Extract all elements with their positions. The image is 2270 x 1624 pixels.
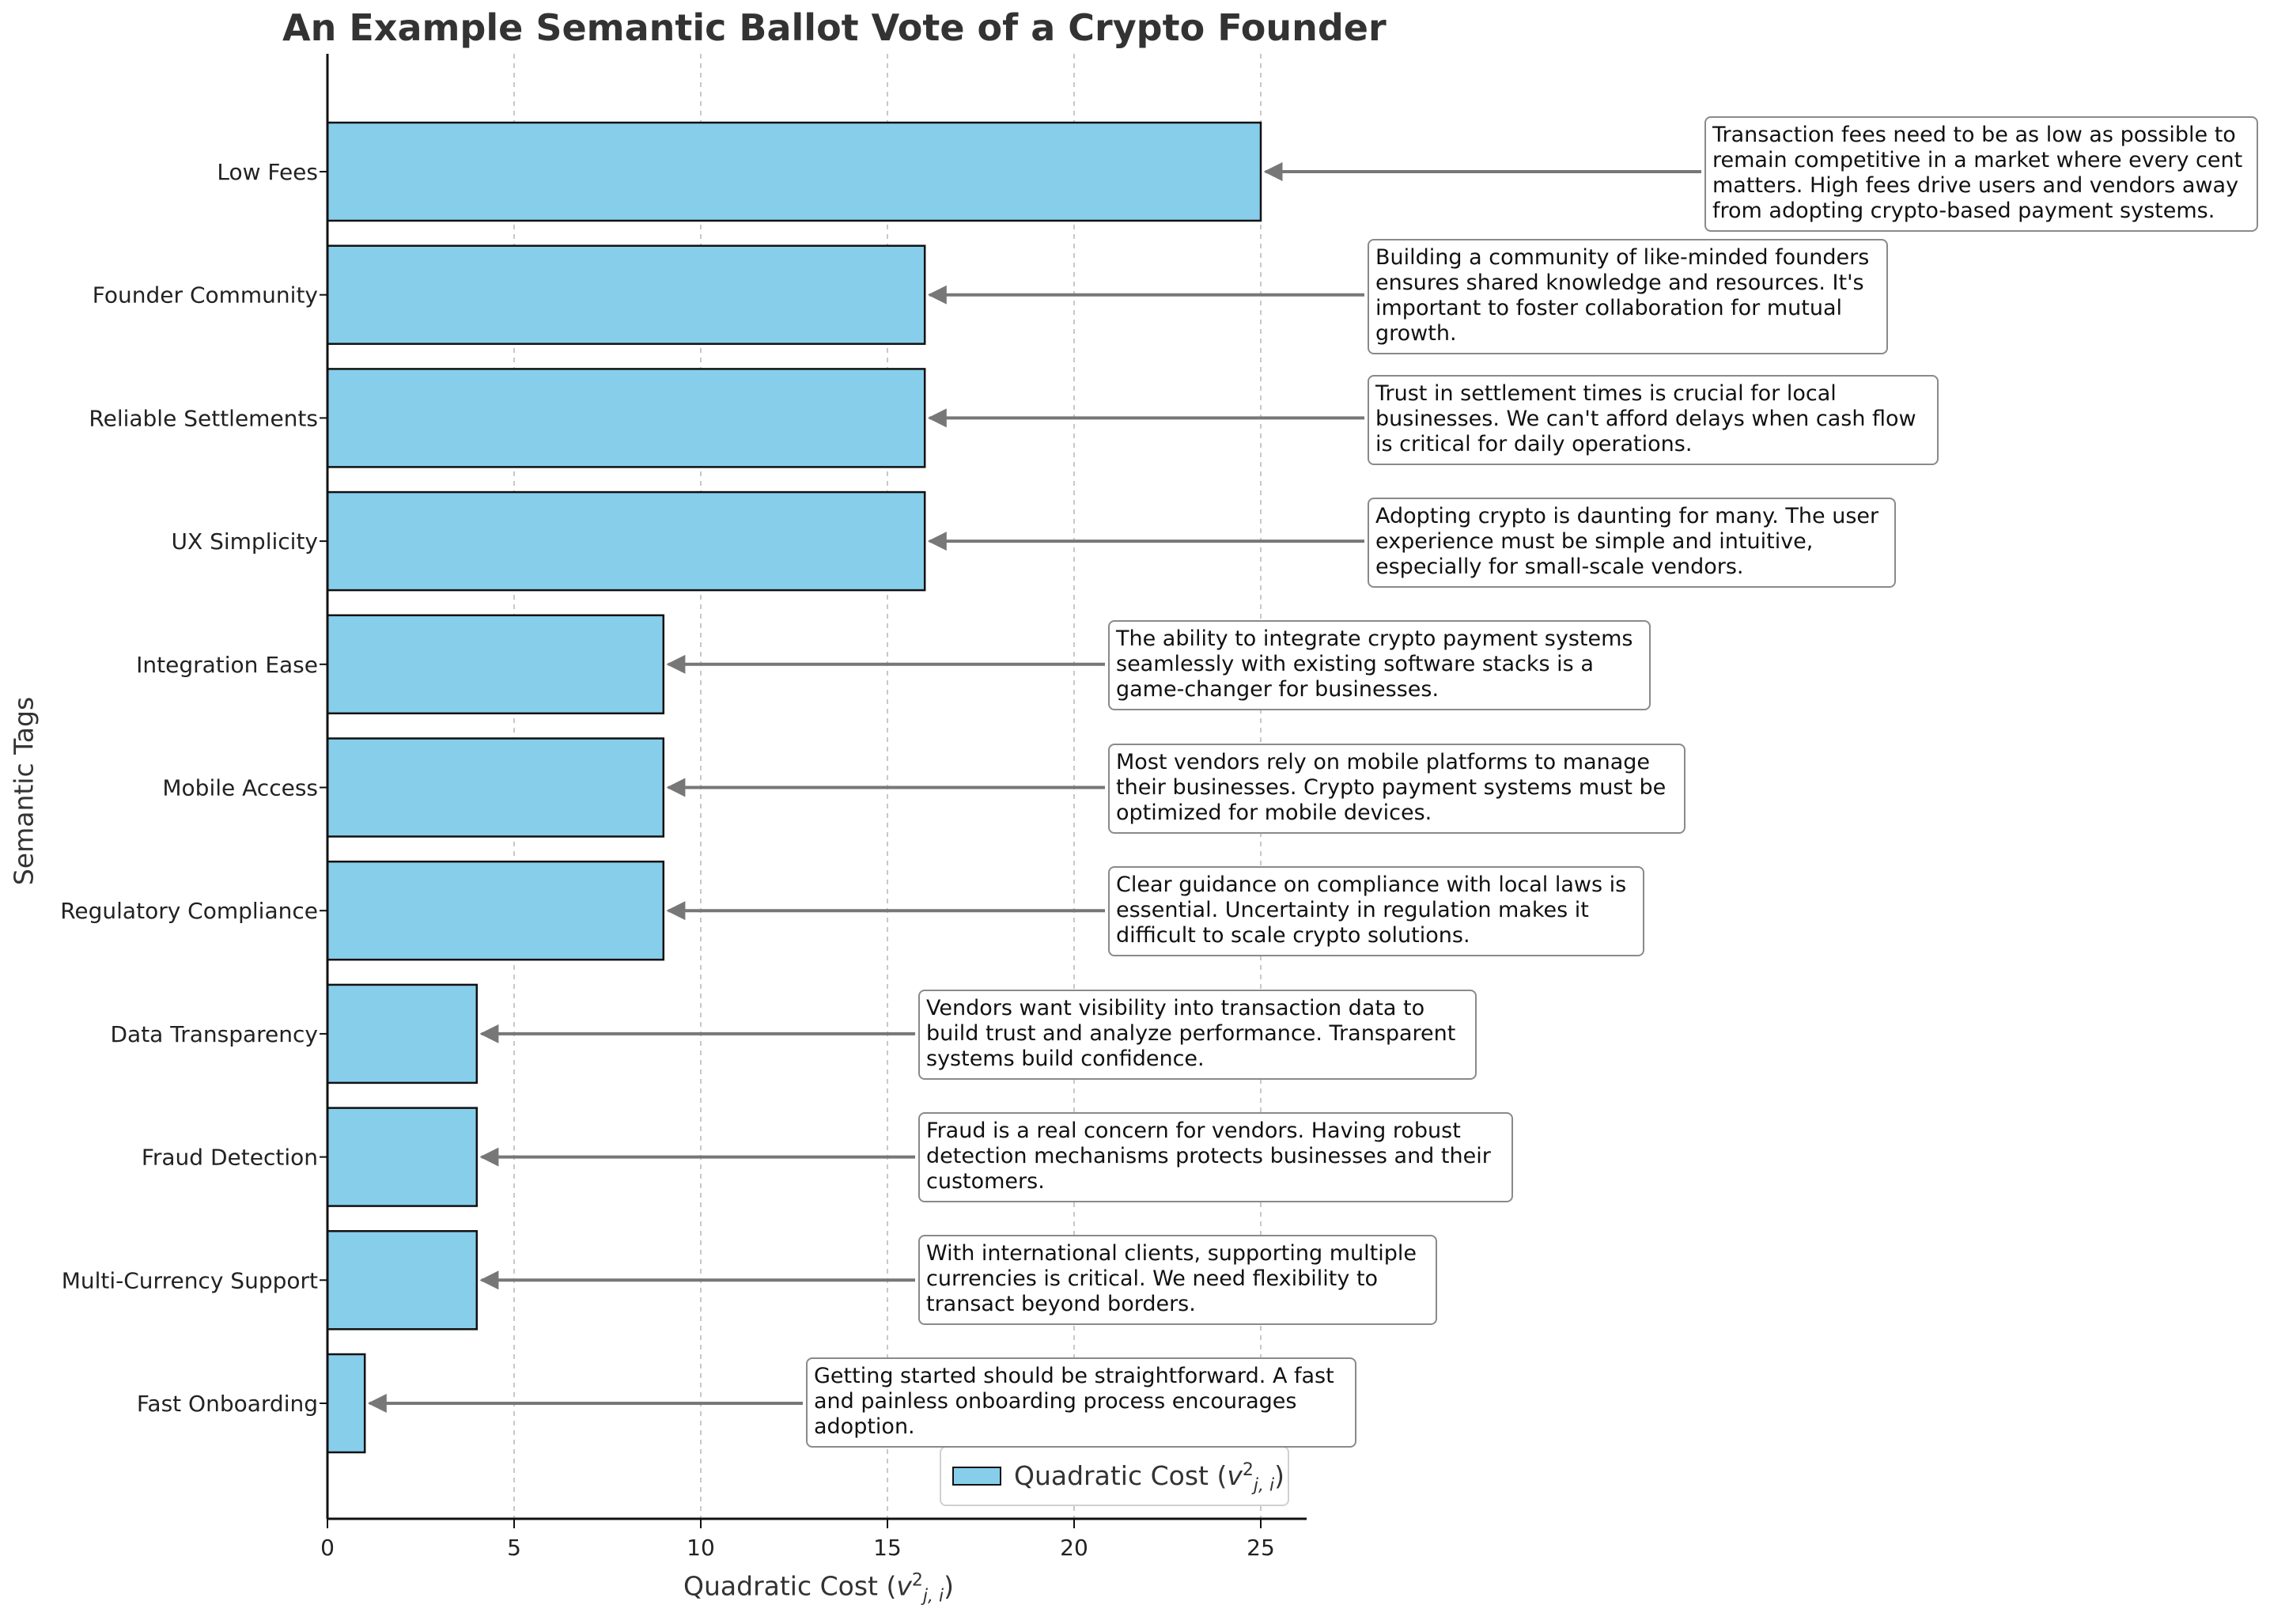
annotation-box: With international clients, supporting m…	[918, 1235, 1437, 1325]
legend: Quadratic Cost (v2j, i)	[940, 1446, 1289, 1506]
annotation-box: The ability to integrate crypto payment …	[1108, 620, 1651, 710]
bar	[326, 737, 665, 838]
annotation-box: Transaction fees need to be as low as po…	[1704, 116, 2258, 232]
annotation-box: Fraud is a real concern for vendors. Hav…	[918, 1112, 1513, 1202]
y-tick-label: Regulatory Compliance	[60, 898, 318, 924]
bar	[326, 983, 479, 1085]
annotation-box: Vendors want visibility into transaction…	[918, 990, 1477, 1080]
bar	[326, 121, 1262, 222]
y-tick-label: Data Transparency	[110, 1021, 318, 1047]
annotation-box: Building a community of like-minded foun…	[1368, 239, 1888, 354]
x-tick-label: 10	[687, 1535, 715, 1561]
y-tick-label: Founder Community	[93, 282, 318, 309]
y-tick-label: Multi-Currency Support	[62, 1267, 318, 1293]
legend-label: Quadratic Cost (v2j, i)	[1014, 1460, 1284, 1496]
y-tick-label: Reliable Settlements	[89, 405, 318, 431]
annotation-box: Getting started should be straightforwar…	[806, 1357, 1356, 1448]
annotation-box: Most vendors rely on mobile platforms to…	[1108, 744, 1685, 834]
x-tick-label: 25	[1247, 1535, 1275, 1561]
y-axis-label: Semantic Tags	[8, 696, 40, 886]
x-tick-label: 5	[507, 1535, 521, 1561]
x-axis-label-text: Quadratic Cost	[683, 1570, 878, 1602]
y-tick-label: Mobile Access	[162, 775, 318, 801]
x-tick-label: 15	[873, 1535, 902, 1561]
bar	[326, 368, 926, 468]
y-tick-label: Fast Onboarding	[137, 1391, 318, 1417]
bar	[326, 614, 665, 715]
bar	[326, 490, 926, 592]
bar	[326, 860, 665, 961]
x-axis-label: Quadratic Cost (v2j, i)	[683, 1570, 954, 1607]
y-tick-label: Fraud Detection	[142, 1145, 318, 1171]
x-tick-label: 0	[320, 1535, 335, 1561]
annotation-box: Adopting crypto is daunting for many. Th…	[1368, 498, 1896, 588]
y-tick-label: Low Fees	[217, 159, 318, 185]
legend-swatch	[952, 1467, 1001, 1486]
legend-label-text: Quadratic Cost	[1014, 1460, 1209, 1491]
annotation-box: Clear guidance on compliance with local …	[1108, 866, 1644, 956]
y-tick-label: UX Simplicity	[172, 528, 318, 555]
annotation-box: Trust in settlement times is crucial for…	[1368, 375, 1939, 465]
y-tick-label: Integration Ease	[136, 652, 318, 678]
bar	[326, 1107, 479, 1207]
chart-title: An Example Semantic Ballot Vote of a Cry…	[282, 6, 1387, 49]
bar	[326, 1230, 479, 1331]
x-tick-label: 20	[1060, 1535, 1088, 1561]
bar	[326, 244, 926, 345]
bar	[326, 1353, 366, 1454]
